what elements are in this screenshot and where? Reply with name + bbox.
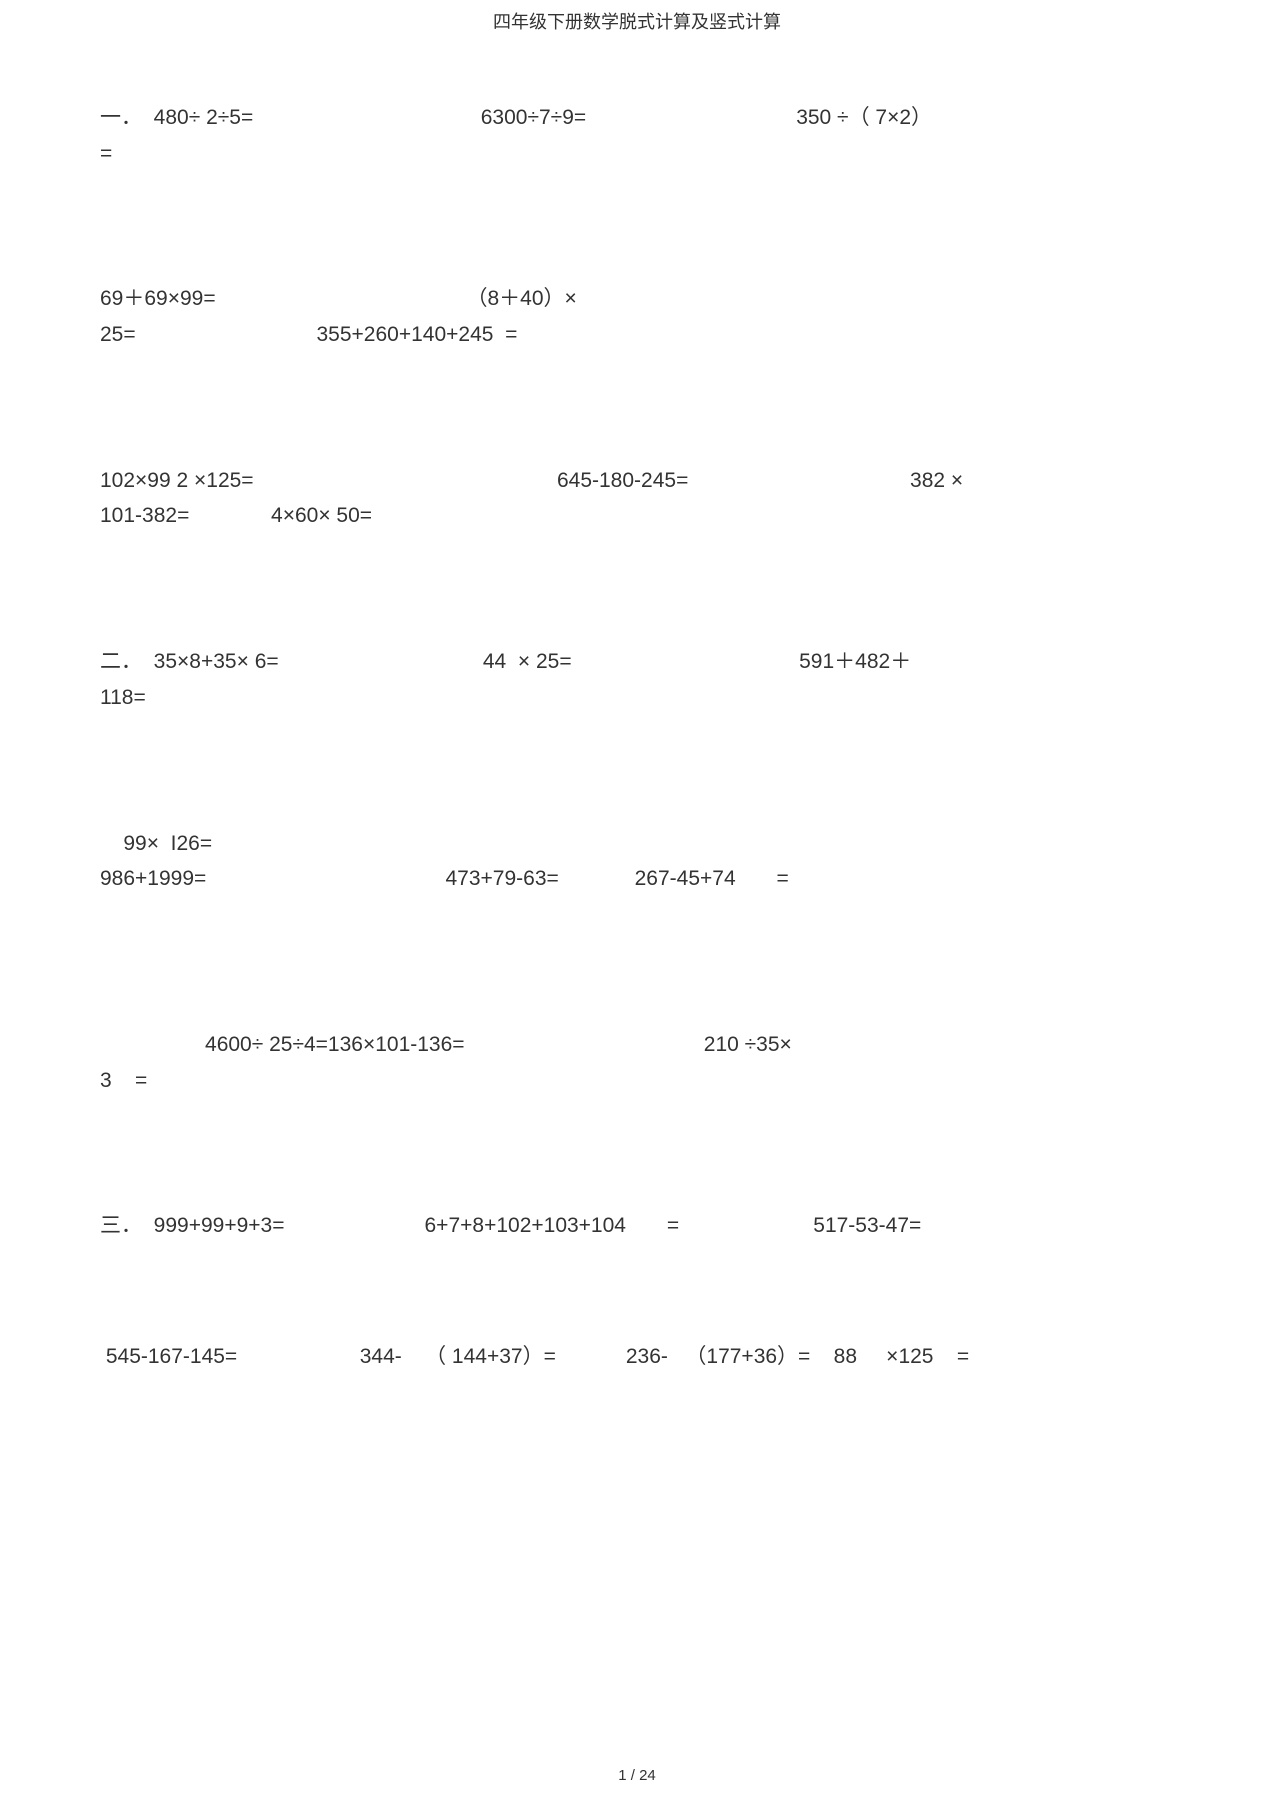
problem-group-4: 二． 35×8+35× 6= 44 × 25= 591＋482＋ 118= (100, 644, 1174, 715)
problem-line: 102×99 2 ×125= 645-180-245= 382 × (100, 463, 1174, 499)
problem-line: 99× I26= (100, 826, 1174, 862)
problem-line: 4600÷ 25÷4=136×101-136= 210 ÷35× (100, 1027, 1174, 1063)
problem-line: 三． 999+99+9+3= 6+7+8+102+103+104 = 517-5… (100, 1208, 1174, 1244)
page-title: 四年级下册数学脱式计算及竖式计算 (0, 8, 1274, 34)
problem-line: 一． 480÷ 2÷5= 6300÷7÷9= 350 ÷（ 7×2） (100, 100, 1174, 136)
problem-line: 69＋69×99= （8＋40）× (100, 281, 1174, 317)
problem-line: 二． 35×8+35× 6= 44 × 25= 591＋482＋ (100, 644, 1174, 680)
problem-group-8: 545-167-145= 344- （ 144+37）= 236- （177+3… (100, 1339, 1174, 1375)
problem-line: 101-382= 4×60× 50= (100, 498, 1174, 534)
problem-group-5: 99× I26= 986+1999= 473+79-63= 267-45+74 … (100, 826, 1174, 897)
problem-line: 118= (100, 680, 1174, 716)
problem-group-2: 69＋69×99= （8＋40）× 25= 355+260+140+245 = (100, 281, 1174, 352)
problem-line: = (100, 136, 1174, 172)
problem-group-3: 102×99 2 ×125= 645-180-245= 382 × 101-38… (100, 463, 1174, 534)
problem-group-7: 三． 999+99+9+3= 6+7+8+102+103+104 = 517-5… (100, 1208, 1174, 1244)
worksheet-content: 一． 480÷ 2÷5= 6300÷7÷9= 350 ÷（ 7×2） = 69＋… (100, 100, 1174, 1485)
problem-line: 986+1999= 473+79-63= 267-45+74 = (100, 861, 1174, 897)
problem-line: 25= 355+260+140+245 = (100, 317, 1174, 353)
page-footer: 1 / 24 (0, 1767, 1274, 1784)
problem-group-1: 一． 480÷ 2÷5= 6300÷7÷9= 350 ÷（ 7×2） = (100, 100, 1174, 171)
problem-line: 3 = (100, 1063, 1174, 1099)
problem-group-6: 4600÷ 25÷4=136×101-136= 210 ÷35× 3 = (100, 1027, 1174, 1098)
problem-line: 545-167-145= 344- （ 144+37）= 236- （177+3… (100, 1339, 1174, 1375)
